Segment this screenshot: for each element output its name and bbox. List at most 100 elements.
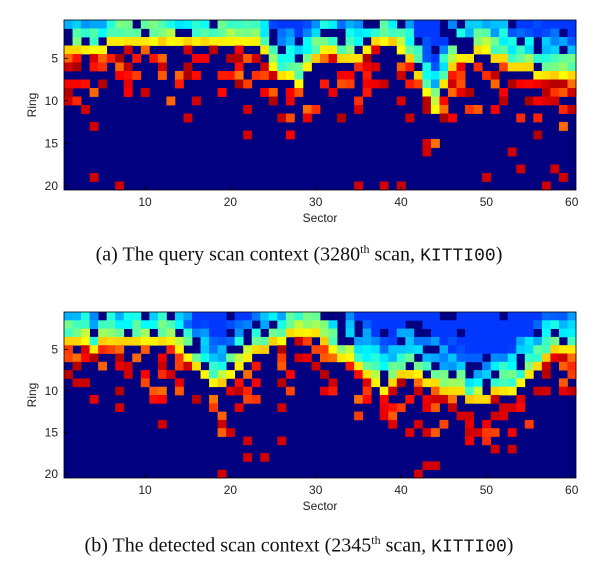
heatmap-cell <box>209 395 218 404</box>
heatmap-cell <box>550 20 560 29</box>
heatmap-cell <box>465 320 474 329</box>
heatmap-cell <box>533 361 543 371</box>
heatmap-cell <box>362 71 372 80</box>
heatmap-cell <box>567 20 577 29</box>
x-axis-label: Sector <box>303 499 338 513</box>
heatmap-cell <box>430 403 440 412</box>
heatmap-cell <box>456 336 466 346</box>
heatmap-cell <box>200 345 210 354</box>
heatmap-cell <box>354 345 364 354</box>
heatmap-cell <box>209 336 218 346</box>
heatmap-cell <box>507 403 517 412</box>
heatmap-cell <box>550 312 560 321</box>
heatmap-cell <box>396 37 406 46</box>
heatmap-cell <box>448 361 457 371</box>
heatmap-cell <box>473 105 483 114</box>
heatmap-cell <box>482 419 492 429</box>
heatmap-cell <box>115 386 125 396</box>
heatmap-cell <box>72 20 82 29</box>
heatmap-cell <box>499 45 509 55</box>
heatmap-cell <box>541 361 551 371</box>
heatmap-cell <box>473 395 483 404</box>
x-tick-label: 30 <box>309 195 323 209</box>
heatmap-cell <box>328 386 338 396</box>
heatmap-cell <box>328 328 338 338</box>
heatmap-cell <box>64 336 73 346</box>
heatmap-cell <box>72 37 82 46</box>
heatmap-cell <box>64 370 73 379</box>
heatmap-cell <box>362 62 372 72</box>
heatmap-cell <box>157 20 167 29</box>
heatmap-cell <box>516 28 526 38</box>
plot-frame <box>63 19 577 191</box>
heatmap-cell <box>328 88 338 97</box>
heatmap-cell <box>320 386 329 396</box>
heatmap-cell <box>285 130 295 140</box>
heatmap-cell <box>413 28 423 38</box>
heatmap-cell <box>354 353 364 363</box>
heatmap-cell <box>268 71 278 80</box>
heatmap-cell <box>499 62 509 72</box>
heatmap-cell <box>430 353 440 363</box>
heatmap-cell <box>277 436 287 446</box>
heatmap-cell <box>541 345 551 354</box>
heatmap-cell <box>405 28 415 38</box>
heatmap-cell <box>396 320 406 329</box>
heatmap-cell <box>345 37 355 46</box>
heatmap-cell <box>507 353 517 363</box>
heatmap-cell <box>72 79 82 89</box>
heatmap-cell <box>243 320 253 329</box>
heatmap-cell <box>422 96 432 106</box>
heatmap-cell <box>217 37 227 46</box>
heatmap-cell <box>89 28 99 38</box>
heatmap-cell <box>473 37 483 46</box>
heatmap-cell <box>277 403 287 412</box>
heatmap-cell <box>482 45 492 55</box>
heatmap-cell <box>320 336 329 346</box>
heatmap-cell <box>226 320 236 329</box>
heatmap-cell <box>490 71 500 80</box>
heatmap-cell <box>234 54 244 63</box>
heatmap-cell <box>268 88 278 97</box>
heatmap-cell <box>490 336 500 346</box>
heatmap-cell <box>430 62 440 72</box>
heatmap-cell <box>439 96 449 106</box>
heatmap-cell <box>268 312 278 321</box>
heatmap-cell <box>132 71 142 80</box>
heatmap-cell <box>550 336 560 346</box>
heatmap-cell <box>533 312 543 321</box>
heatmap-cell <box>234 386 244 396</box>
heatmap-cell <box>166 37 176 46</box>
heatmap-cell <box>405 353 415 363</box>
heatmap-cell <box>174 336 184 346</box>
heatmap-cell <box>268 328 278 338</box>
heatmap-cell <box>294 62 304 72</box>
heatmap-cell <box>81 45 90 55</box>
heatmap-cell <box>456 345 466 354</box>
heatmap-cell <box>422 88 432 97</box>
heatmap-cell <box>499 370 509 379</box>
heatmap-cell <box>371 79 381 89</box>
heatmap-cell <box>123 20 133 29</box>
heatmap-cell <box>217 370 227 379</box>
heatmap-cell <box>499 96 509 106</box>
heatmap-cell <box>507 361 517 371</box>
heatmap-cell <box>89 312 99 321</box>
heatmap-cell <box>337 345 346 354</box>
heatmap-cell <box>439 328 449 338</box>
heatmap-cell <box>439 45 449 55</box>
heatmap-cell <box>302 62 312 72</box>
heatmap-cell <box>64 62 73 72</box>
heatmap-cell <box>413 54 423 63</box>
heatmap-cell <box>490 353 500 363</box>
heatmap-cell <box>285 37 295 46</box>
heatmap-cell <box>533 336 543 346</box>
heatmap-cell <box>396 181 406 191</box>
heatmap-cell <box>183 328 193 338</box>
heatmap-cell <box>499 403 509 412</box>
heatmap-cell <box>311 54 321 63</box>
heatmap-cell <box>64 353 73 363</box>
heatmap-cell <box>465 436 474 446</box>
heatmap-cell <box>456 386 466 396</box>
heatmap-cell <box>98 28 108 38</box>
